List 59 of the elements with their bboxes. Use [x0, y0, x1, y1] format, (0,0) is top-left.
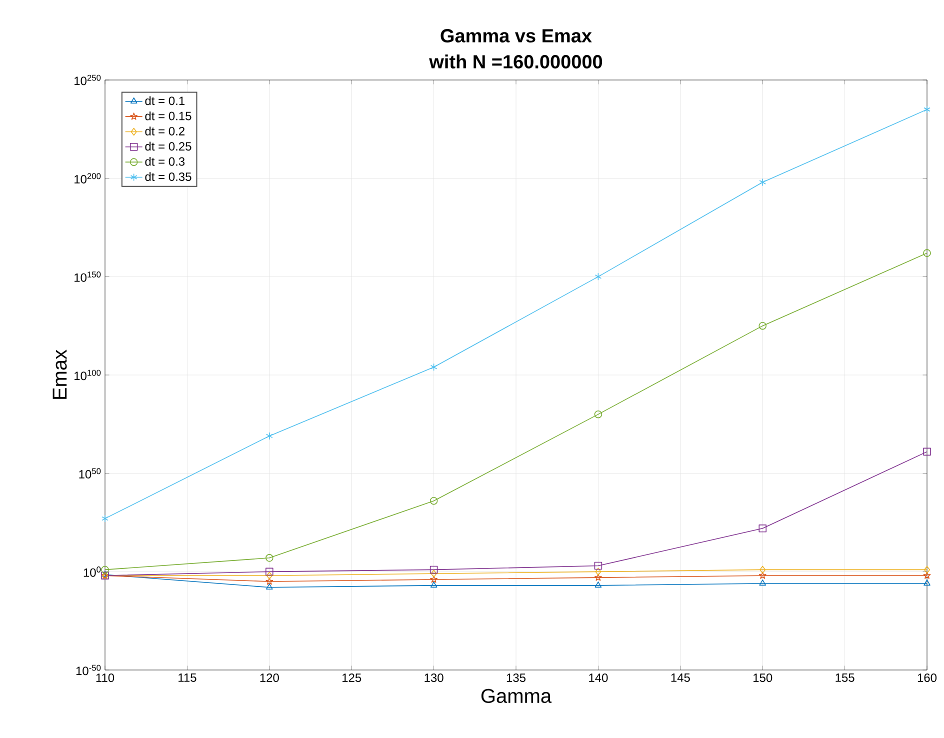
point	[266, 432, 273, 440]
point	[266, 554, 274, 562]
y-tick-label: 10$^{200}$	[74, 173, 101, 184]
y-tick-label: 10$^{100}$	[74, 370, 101, 380]
x-tick-label: 125	[342, 674, 362, 682]
point	[594, 582, 602, 588]
point	[266, 584, 273, 590]
point	[101, 566, 109, 574]
y-tick-label: 10$^{250}$	[74, 74, 101, 86]
point	[759, 580, 766, 586]
point	[102, 514, 108, 522]
legend-label: dt = 0.2	[145, 126, 184, 136]
legend-label: dt = 0.25	[145, 142, 192, 151]
point	[430, 570, 437, 578]
point	[924, 580, 930, 586]
point	[923, 572, 931, 579]
point	[923, 249, 931, 257]
point	[430, 496, 438, 505]
x-tick-label: 160	[918, 674, 937, 682]
point	[758, 322, 766, 330]
y-axis-title: Emax	[52, 350, 67, 399]
point	[758, 524, 766, 532]
x-axis-title: Gamma	[481, 688, 552, 704]
legend-label: dt = 0.3	[145, 156, 185, 166]
x-tick-label: 155	[836, 674, 854, 682]
y-tick-label: 10$^{0}$	[84, 566, 101, 577]
x-tick-label: 140	[589, 674, 608, 682]
point	[430, 566, 438, 574]
point	[924, 106, 930, 114]
point	[760, 566, 766, 574]
point	[266, 568, 274, 576]
y-tick-label: 10$^{150}$	[74, 271, 101, 282]
x-tick-label: 135	[506, 674, 526, 682]
x-tick-label: 120	[260, 674, 279, 682]
point	[594, 574, 602, 581]
point	[430, 576, 438, 583]
y-tick-label: 10$^{50}$	[79, 468, 101, 478]
point	[430, 582, 438, 588]
point	[924, 566, 930, 574]
point	[758, 572, 766, 579]
legend-label: dt = 0.35	[145, 172, 192, 181]
point	[594, 410, 602, 418]
chart-subtitle: with N =160.000000	[429, 54, 602, 68]
chart-title: Gamma vs Emax	[440, 29, 592, 42]
x-tick-label: 130	[424, 674, 444, 682]
x-tick-label: 145	[671, 674, 690, 682]
legend-label: dt = 0.15	[145, 111, 192, 120]
point	[266, 572, 272, 580]
point	[266, 578, 274, 585]
legend-label: dt = 0.1	[145, 96, 185, 106]
x-tick-label: 110	[96, 674, 114, 682]
point	[923, 448, 931, 456]
point	[430, 363, 438, 372]
point	[594, 272, 602, 281]
point	[759, 178, 766, 186]
x-tick-label: 150	[754, 674, 772, 682]
point	[595, 568, 602, 576]
x-tick-label: 115	[178, 674, 196, 682]
point	[594, 562, 602, 570]
